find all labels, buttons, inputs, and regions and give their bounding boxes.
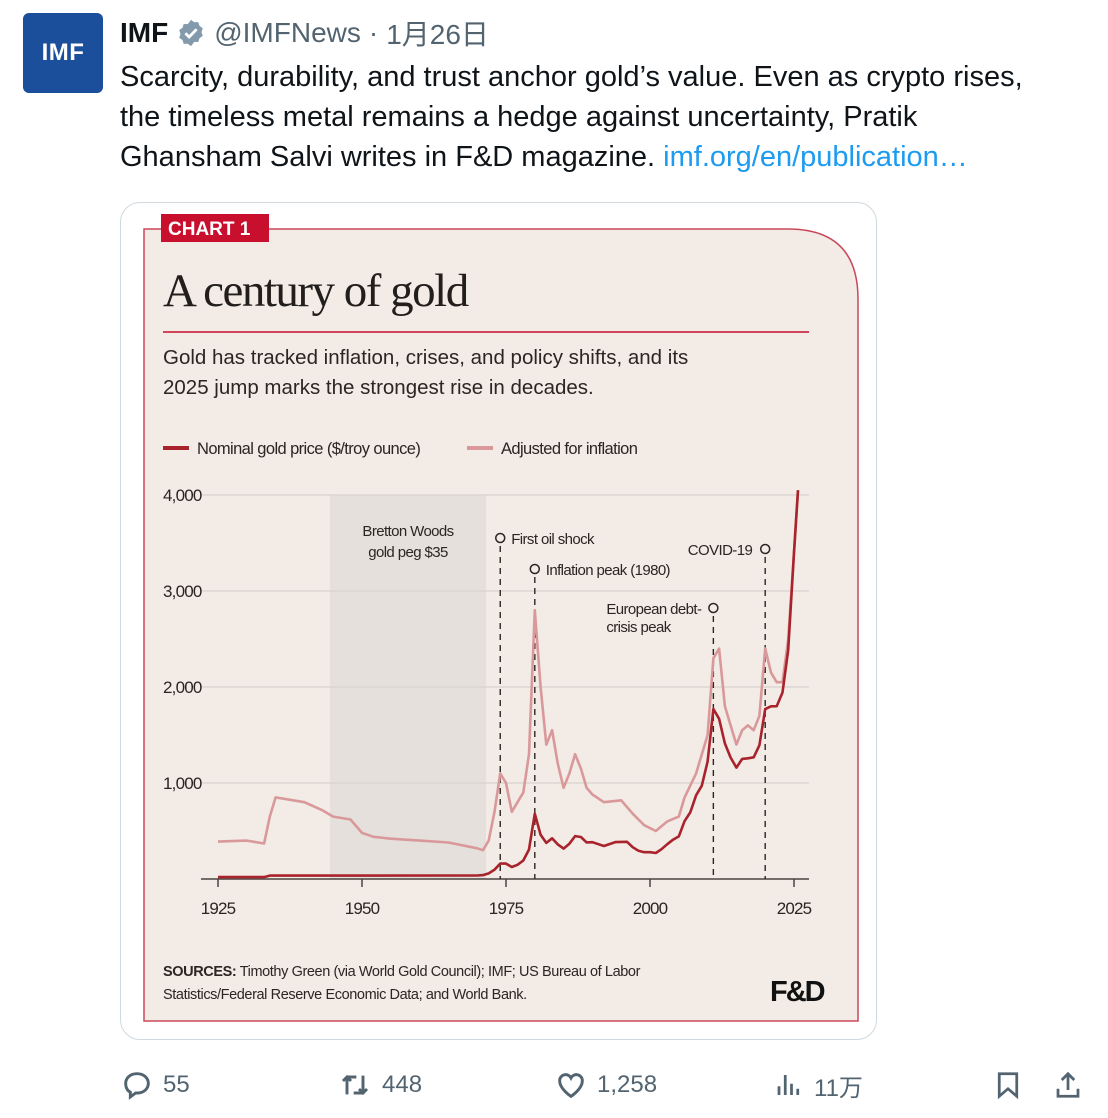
chart-image: CHART 1 A century of gold Gold has track… bbox=[143, 214, 859, 1022]
y-tick-label: 1,000 bbox=[163, 774, 202, 793]
y-tick-label: 2,000 bbox=[163, 678, 202, 697]
separator: · bbox=[368, 17, 379, 48]
heart-icon bbox=[558, 1073, 584, 1099]
tweet-header: IMF @IMFNews · 1月26日 bbox=[120, 12, 489, 54]
x-tick-label: 1925 bbox=[201, 899, 236, 918]
sources-label: SOURCES: bbox=[163, 964, 236, 980]
shade-label: Bretton Woods bbox=[362, 523, 453, 540]
action-bar: 55 448 1,258 11万 bbox=[0, 1060, 1108, 1110]
reply-button[interactable]: 55 bbox=[121, 1060, 190, 1110]
x-tick-label: 1975 bbox=[489, 899, 524, 918]
bookmark-button[interactable] bbox=[993, 1060, 1023, 1110]
avatar-text: IMF bbox=[41, 39, 85, 66]
y-tick-label: 3,000 bbox=[163, 582, 202, 601]
repost-button[interactable]: 448 bbox=[338, 1060, 422, 1110]
chart-subtitle-line: 2025 jump marks the strongest rise in de… bbox=[163, 376, 594, 399]
chart-badge-bg bbox=[161, 214, 269, 242]
x-tick-label: 2025 bbox=[777, 899, 812, 918]
sources-line-2: Statistics/Federal Reserve Economic Data… bbox=[163, 987, 527, 1003]
handle[interactable]: @IMFNews bbox=[214, 17, 361, 48]
series-line-nominal bbox=[218, 490, 800, 879]
share-button[interactable] bbox=[1053, 1060, 1083, 1110]
chart-subtitle-line: Gold has tracked inflation, crises, and … bbox=[163, 346, 688, 369]
annotation-marker bbox=[708, 602, 719, 614]
repost-count: 448 bbox=[382, 1071, 423, 1098]
annotation-label: Inflation peak (1980) bbox=[546, 562, 671, 579]
x-tick-label: 2000 bbox=[633, 899, 668, 918]
publication-link[interactable]: imf.org/en/publication… bbox=[663, 141, 968, 173]
share-icon bbox=[1056, 1071, 1080, 1098]
views-icon bbox=[777, 1075, 800, 1095]
reply-icon bbox=[124, 1072, 150, 1100]
chart-title: A century of gold bbox=[163, 265, 469, 317]
tweet-text: Scarcity, durability, and trust anchor g… bbox=[120, 57, 1023, 177]
fd-logo: F&D bbox=[770, 976, 825, 1008]
legend-label-nominal: Nominal gold price ($/troy ounce) bbox=[197, 440, 420, 458]
legend-label-adjusted: Adjusted for inflation bbox=[501, 440, 638, 458]
tweet-text-line: the timeless metal remains a hedge again… bbox=[120, 101, 918, 133]
views-button[interactable]: 11万 bbox=[774, 1060, 863, 1110]
like-count: 1,258 bbox=[597, 1071, 658, 1098]
chart-image-card[interactable]: CHART 1 A century of gold Gold has track… bbox=[120, 202, 877, 1040]
sources-text: SOURCES: Timothy Green (via World Gold C… bbox=[163, 964, 641, 980]
view-count: 11万 bbox=[814, 1074, 863, 1102]
annotation-label: First oil shock bbox=[511, 531, 595, 548]
annotation-marker bbox=[494, 532, 506, 544]
repost-icon bbox=[341, 1074, 369, 1096]
sources-line-1: Timothy Green (via World Gold Council); … bbox=[236, 964, 640, 980]
series-line-adjusted bbox=[217, 490, 800, 852]
x-tick-label: 1950 bbox=[345, 899, 380, 918]
tweet-text-line: Ghansham Salvi writes in F&D magazine. i… bbox=[120, 137, 1023, 177]
reply-count: 55 bbox=[163, 1071, 190, 1098]
display-name[interactable]: IMF bbox=[120, 17, 169, 48]
bookmark-icon bbox=[997, 1072, 1019, 1100]
tweet-text-segment: Ghansham Salvi writes in F&D magazine. bbox=[120, 141, 664, 173]
like-button[interactable]: 1,258 bbox=[555, 1060, 657, 1110]
chart-badge: CHART 1 bbox=[168, 219, 251, 240]
chart-frame bbox=[143, 228, 859, 1022]
annotation-label: crisis peak bbox=[606, 619, 671, 636]
timestamp[interactable]: 1月26日 bbox=[386, 19, 489, 50]
annotation-label: COVID-19 bbox=[688, 542, 753, 559]
verified-badge-icon bbox=[179, 19, 203, 47]
avatar[interactable]: IMF bbox=[23, 13, 103, 93]
annotation-marker bbox=[759, 543, 771, 555]
shade-label: gold peg $35 bbox=[368, 544, 448, 561]
tweet-text-line: Scarcity, durability, and trust anchor g… bbox=[120, 61, 1023, 93]
annotation-label: European debt- bbox=[606, 601, 702, 618]
annotation-marker bbox=[529, 563, 541, 575]
y-tick-label: 4,000 bbox=[163, 486, 202, 505]
